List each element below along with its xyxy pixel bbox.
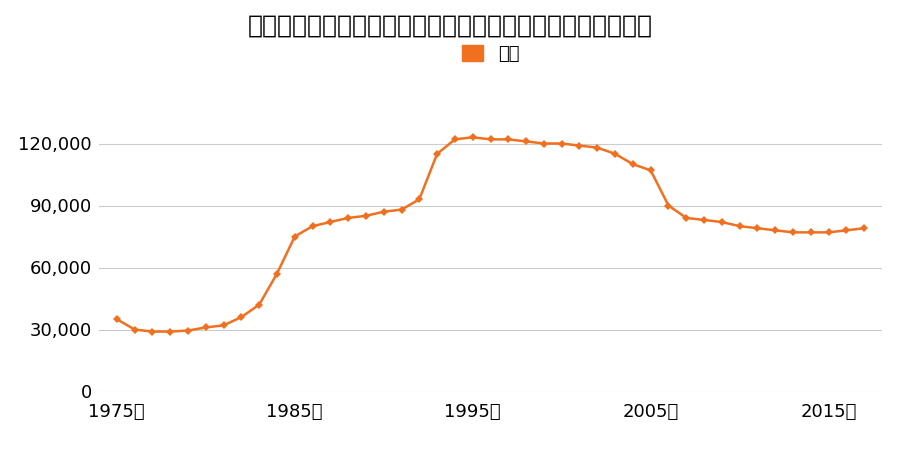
Legend: 価格: 価格 [454,38,526,71]
Text: 福岡県福岡市南区大字三宅字フシタ３８３番１９の地価推移: 福岡県福岡市南区大字三宅字フシタ３８３番１９の地価推移 [248,14,652,37]
